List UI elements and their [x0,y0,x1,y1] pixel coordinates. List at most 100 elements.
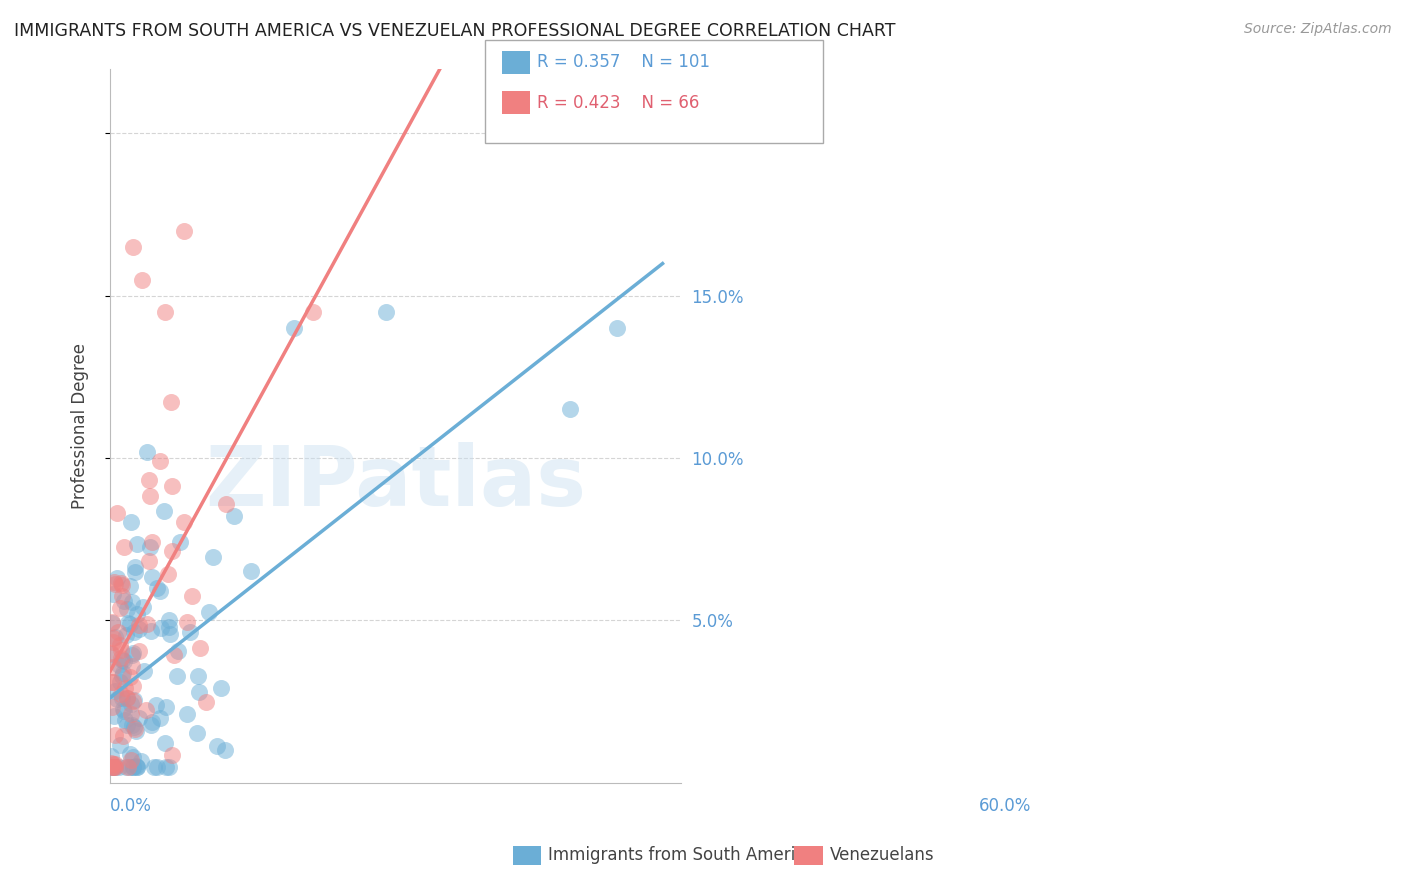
Point [104,630,127,644]
Point [100,759,122,773]
Point [118,747,141,762]
Point [169,534,191,549]
Point [162,648,184,662]
Point [131,754,153,768]
Point [124,566,146,580]
Point [188,640,211,655]
Point [118,616,141,631]
Point [186,725,208,739]
Point [173,516,195,530]
Point [124,722,146,736]
Point [156,567,179,582]
Point [115,691,138,706]
Point [222,509,245,524]
Point [176,707,198,722]
Point [121,648,143,663]
Point [100,647,122,661]
Point [121,659,143,673]
Point [108,738,131,752]
Point [138,554,160,568]
Point [127,759,149,773]
Point [114,713,136,727]
Point [605,321,627,335]
Point [122,624,145,639]
Point [121,595,143,609]
Point [110,643,132,657]
Point [103,574,125,589]
Point [101,635,124,649]
Text: IMMIGRANTS FROM SOUTH AMERICA VS VENEZUELAN PROFESSIONAL DEGREE CORRELATION CHAR: IMMIGRANTS FROM SOUTH AMERICA VS VENEZUE… [14,22,896,40]
Point [149,453,172,467]
Point [101,632,124,646]
Point [117,615,139,630]
Point [128,711,150,725]
Point [560,402,582,417]
Point [112,665,135,680]
Point [104,729,127,743]
Point [114,681,136,695]
Point [107,692,129,706]
Point [103,709,125,723]
Point [139,489,162,503]
Point [103,759,125,773]
Point [155,700,177,714]
Point [214,743,236,757]
Point [283,321,305,335]
Point [111,729,134,743]
Point [159,626,181,640]
Point [122,720,145,734]
Text: ZIPatlas: ZIPatlas [205,442,586,524]
Point [239,564,262,578]
Point [155,305,177,319]
Point [155,759,177,773]
Point [149,710,172,724]
Point [181,589,204,603]
Point [111,653,134,667]
Point [135,617,157,632]
Point [159,394,181,409]
Point [115,718,138,732]
Point [173,224,195,238]
Point [108,674,131,689]
Point [101,759,124,773]
Point [100,646,122,660]
Point [167,643,190,657]
Point [100,674,122,689]
Point [142,759,165,773]
Point [110,687,132,701]
Point [104,577,127,591]
Point [104,684,127,698]
Point [115,690,138,705]
Point [128,623,150,637]
Text: Venezuelans: Venezuelans [830,847,934,864]
Point [132,600,155,615]
Point [205,739,228,753]
Text: Immigrants from South America: Immigrants from South America [548,847,815,864]
Point [122,240,145,254]
Point [301,305,323,319]
Point [149,583,172,598]
Point [160,748,183,763]
Point [100,756,122,771]
Text: Source: ZipAtlas.com: Source: ZipAtlas.com [1244,22,1392,37]
Point [112,704,135,718]
Point [103,674,125,689]
Point [153,504,176,518]
Point [375,305,398,319]
Point [138,541,160,555]
Point [122,759,145,773]
Point [120,759,142,773]
Point [107,657,129,672]
Point [122,692,145,706]
Point [157,613,180,627]
Point [101,759,124,773]
Point [136,445,159,459]
Point [215,497,238,511]
Point [157,759,180,773]
Point [127,607,149,622]
Point [100,749,122,764]
Point [128,644,150,658]
Point [107,624,129,639]
Point [160,544,183,558]
Point [202,549,225,564]
